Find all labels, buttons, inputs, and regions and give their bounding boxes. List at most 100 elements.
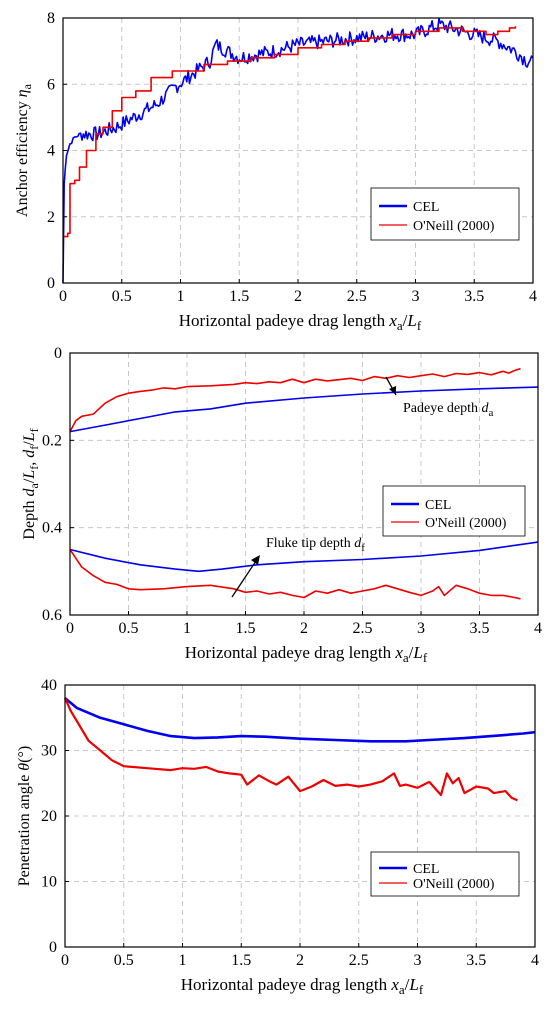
label-part: f — [361, 542, 365, 554]
label-part: / — [21, 478, 38, 483]
label-part: a — [399, 982, 405, 997]
label-part: f — [27, 446, 41, 450]
label-part: f — [417, 318, 422, 333]
series-line-oneill-padeye — [69, 367, 521, 432]
y-tick-label: 6 — [47, 76, 55, 93]
annotation-arrowhead — [389, 386, 396, 395]
legend-label: CEL — [413, 200, 439, 215]
label-part: L — [412, 643, 422, 662]
y-axis-label: Penetration angle θ(°) — [16, 746, 33, 886]
label-part: Depth — [21, 496, 38, 539]
x-tick-label: 2 — [294, 288, 302, 305]
series-line-cel — [64, 697, 536, 743]
annotation-fluke-depth: Fluke tip depth df — [266, 536, 365, 554]
label-part: Horizontal padeye drag length — [181, 975, 392, 994]
x-tick-label: 1 — [183, 620, 191, 637]
x-tick-label: 3.5 — [470, 620, 490, 637]
label-part: / — [403, 311, 408, 330]
x-tick-label: 0 — [61, 952, 69, 969]
label-part: a — [27, 482, 41, 488]
label-part: L — [406, 311, 416, 330]
annotation-arrowhead — [251, 555, 260, 565]
x-tick-label: 0.5 — [112, 288, 132, 305]
label-part: d — [21, 487, 38, 496]
annotation-arrow — [231, 557, 259, 598]
label-part: a — [489, 407, 494, 419]
x-tick-label: 1.5 — [236, 620, 256, 637]
legend-box — [370, 187, 520, 241]
y-axis-label: Anchor efficiency ηa — [14, 83, 34, 217]
legend-box — [370, 851, 520, 897]
label-part: , — [21, 458, 38, 466]
x-tick-label: 3 — [412, 288, 420, 305]
y-tick-label: 0.6 — [42, 607, 62, 624]
label-part: d — [354, 536, 362, 551]
label-part: f — [27, 466, 41, 470]
legend-label: O'Neill (2000) — [413, 219, 495, 234]
label-part: (°) — [16, 746, 33, 763]
x-tick-label: 0.5 — [114, 952, 134, 969]
label-part: Fluke tip depth — [266, 536, 354, 551]
y-tick-label: 20 — [41, 808, 57, 825]
x-tick-label: 3.5 — [466, 952, 486, 969]
x-tick-label: 2 — [296, 952, 304, 969]
x-tick-label: 4 — [529, 288, 537, 305]
x-tick-label: 2.5 — [353, 620, 373, 637]
series-line-cel-fluke — [69, 541, 539, 573]
x-tick-label: 3 — [417, 620, 425, 637]
label-part: x — [388, 311, 397, 330]
x-tick-label: 2.5 — [349, 952, 369, 969]
label-part: / — [405, 975, 410, 994]
label-part: L — [21, 470, 38, 480]
series-line-oneill — [63, 26, 517, 238]
y-axis-label: Depth da/Lf, df/Lf — [21, 428, 41, 539]
label-part: d — [21, 449, 38, 458]
chart-panel-1: 0 0.5 1 1.5 2 2.5 3 3.5 4 0 2 4 6 8 Horizontal padeye … — [14, 10, 537, 333]
series-line-cel-padeye — [69, 386, 539, 433]
label-part: L — [408, 975, 418, 994]
chart-panel-2: 0 0.5 1 1.5 2 2.5 3 3.5 4 0 0.2 0.4 0.6 Horizontal pa… — [21, 345, 542, 665]
y-tick-label: 40 — [41, 677, 57, 694]
label-part: L — [21, 432, 38, 442]
label-part: a — [403, 650, 409, 665]
legend-label: O'Neill (2000) — [413, 877, 495, 892]
y-tick-label: 30 — [41, 743, 57, 760]
legend: CEL O'Neill (2000) — [370, 187, 520, 241]
label-part: a — [397, 318, 403, 333]
label-part: θ — [16, 763, 33, 771]
legend-box — [382, 485, 526, 537]
label-part: a — [20, 83, 34, 89]
label-part: f — [423, 650, 428, 665]
x-axis-label: Horizontal padeye drag length xa/Lf — [179, 311, 422, 333]
y-tick-label: 2 — [47, 209, 55, 226]
x-tick-label: 2 — [300, 620, 308, 637]
label-part: Horizontal padeye drag length — [179, 311, 390, 330]
y-tick-label: 0 — [54, 345, 62, 362]
label-part: f — [419, 982, 424, 997]
x-tick-label: 1.5 — [231, 952, 251, 969]
label-part: / — [409, 643, 414, 662]
y-tick-label: 0 — [47, 275, 55, 292]
x-axis-label: Horizontal padeye drag length xa/Lf — [181, 975, 424, 997]
y-tick-label: 8 — [47, 10, 55, 27]
label-part: f — [27, 428, 41, 432]
label-part: d — [482, 401, 490, 416]
y-tick-label: 4 — [47, 143, 55, 160]
series-line-oneill — [63, 697, 518, 802]
x-tick-label: 1 — [177, 288, 185, 305]
x-tick-label: 2.5 — [347, 288, 367, 305]
label-part: Anchor efficiency — [14, 97, 31, 217]
series-line-cel — [62, 17, 534, 284]
annotation-padeye-depth: Padeye depth da — [403, 401, 494, 419]
x-tick-label: 4 — [534, 620, 542, 637]
x-tick-label: 4 — [531, 952, 539, 969]
x-tick-label: 0 — [59, 288, 67, 305]
legend-label: CEL — [413, 862, 439, 877]
label-part: η — [14, 89, 31, 97]
label-part: Horizontal padeye drag length — [185, 643, 396, 662]
